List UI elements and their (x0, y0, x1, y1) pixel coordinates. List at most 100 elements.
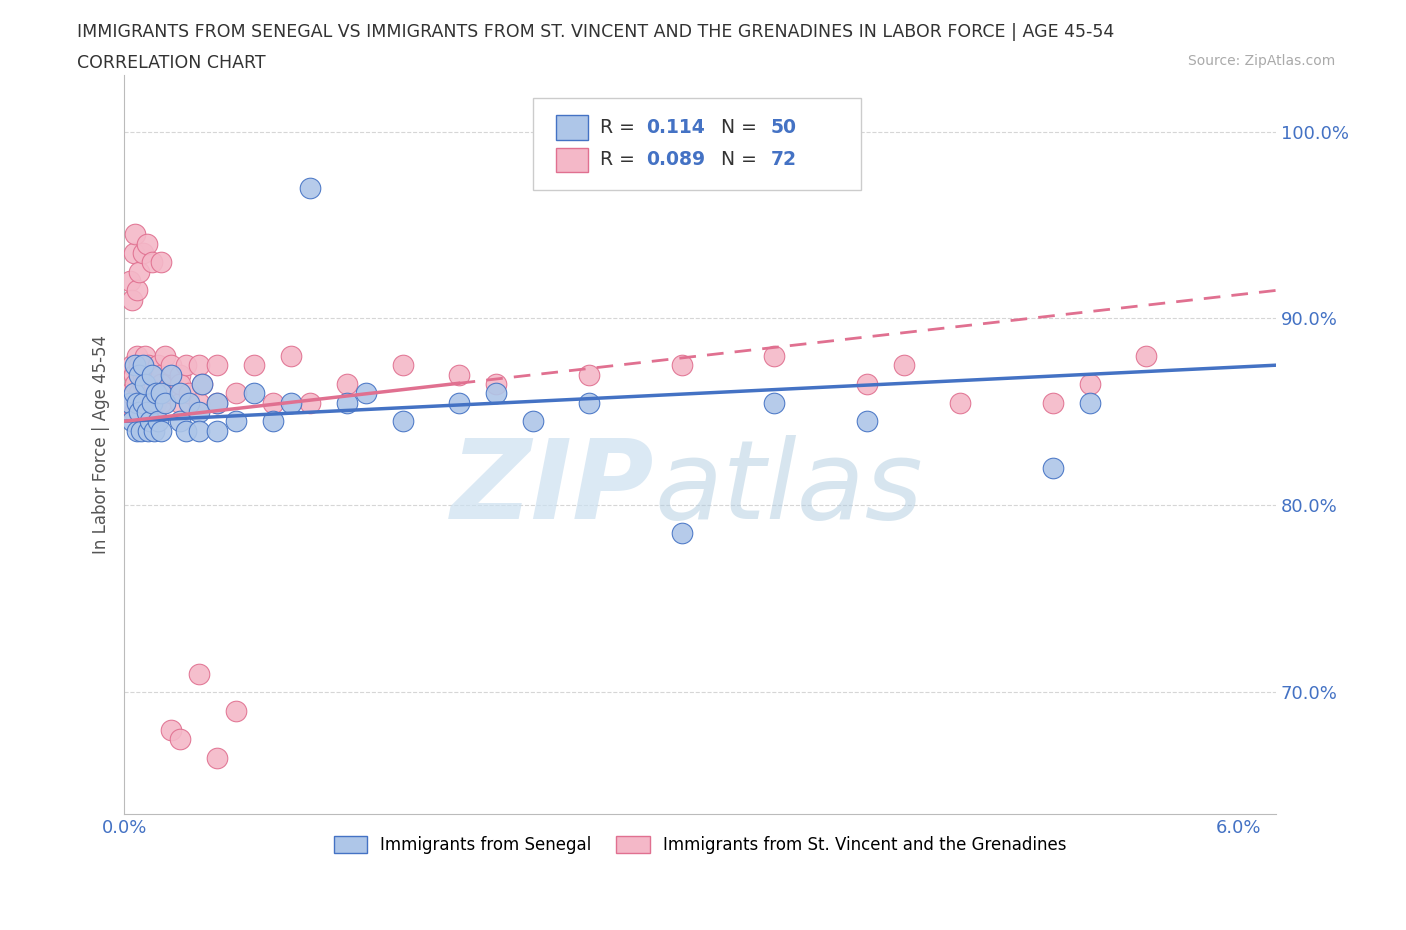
Point (141, 255, 163, 270)
Point (132, 395, 155, 410)
Point (169, 377, 191, 392)
Point (146, 414, 169, 429)
Point (187, 405, 209, 419)
Point (141, 395, 163, 410)
Point (763, 395, 786, 410)
Point (129, 423, 152, 438)
Point (280, 395, 302, 410)
Point (128, 405, 150, 419)
Point (169, 395, 191, 410)
Point (174, 358, 197, 373)
Point (128, 386, 150, 401)
Text: ZIP: ZIP (450, 435, 654, 542)
Point (262, 395, 284, 410)
Point (1135, 349, 1157, 364)
Text: 72: 72 (770, 150, 796, 169)
Point (191, 377, 214, 392)
Text: 0.089: 0.089 (645, 150, 704, 169)
Point (122, 246, 145, 260)
Point (174, 423, 197, 438)
Point (447, 367, 470, 382)
Point (578, 395, 600, 410)
Point (671, 358, 693, 373)
Point (949, 395, 972, 410)
Point (485, 386, 508, 401)
Point (150, 255, 173, 270)
Point (127, 423, 149, 438)
Point (150, 367, 173, 382)
Point (135, 236, 157, 251)
Point (1042, 460, 1064, 475)
Text: N =: N = (721, 117, 756, 137)
Point (187, 666, 209, 681)
Text: CORRELATION CHART: CORRELATION CHART (77, 54, 266, 72)
Point (298, 395, 321, 410)
Point (150, 395, 173, 410)
Bar (557, 148, 588, 172)
Point (142, 423, 165, 438)
Point (121, 292, 143, 307)
Text: R =: R = (600, 117, 634, 137)
Point (134, 377, 156, 392)
Point (225, 704, 247, 719)
Point (392, 358, 415, 373)
Point (205, 751, 228, 765)
Point (139, 414, 162, 429)
Point (127, 283, 149, 298)
Point (354, 386, 377, 401)
Point (128, 358, 150, 373)
Text: 0.114: 0.114 (645, 117, 704, 137)
Point (205, 423, 228, 438)
Point (763, 349, 786, 364)
Point (135, 405, 157, 419)
Point (893, 358, 915, 373)
Point (124, 377, 146, 392)
Point (159, 723, 181, 737)
Point (298, 180, 321, 195)
Text: 50: 50 (770, 117, 796, 137)
FancyBboxPatch shape (533, 98, 862, 190)
Point (153, 395, 176, 410)
Point (856, 377, 879, 392)
Point (485, 377, 508, 392)
Point (522, 414, 544, 429)
Point (392, 414, 415, 429)
Point (187, 358, 209, 373)
Point (1042, 395, 1064, 410)
Point (856, 414, 879, 429)
Point (118, 386, 141, 401)
Point (169, 414, 191, 429)
Point (179, 395, 201, 410)
Point (578, 367, 600, 382)
Point (135, 386, 157, 401)
Point (127, 349, 149, 364)
Bar (557, 115, 588, 140)
Point (142, 377, 165, 392)
Point (141, 395, 163, 410)
Point (122, 386, 145, 401)
Point (262, 414, 284, 429)
Point (138, 423, 160, 438)
Point (280, 349, 302, 364)
Point (169, 732, 191, 747)
Point (671, 526, 693, 541)
Legend: Immigrants from Senegal, Immigrants from St. Vincent and the Grenadines: Immigrants from Senegal, Immigrants from… (326, 830, 1073, 861)
Point (132, 377, 155, 392)
Text: N =: N = (721, 150, 756, 169)
Y-axis label: In Labor Force | Age 45-54: In Labor Force | Age 45-54 (93, 335, 110, 554)
Point (187, 395, 209, 410)
Point (150, 423, 173, 438)
Point (159, 386, 181, 401)
Text: R =: R = (600, 150, 634, 169)
Point (1078, 395, 1101, 410)
Point (205, 358, 228, 373)
Point (153, 349, 176, 364)
Point (243, 358, 266, 373)
Point (118, 395, 141, 410)
Point (124, 358, 146, 373)
Point (159, 367, 181, 382)
Point (150, 377, 173, 392)
Point (117, 395, 139, 410)
Point (145, 386, 167, 401)
Point (128, 367, 150, 382)
